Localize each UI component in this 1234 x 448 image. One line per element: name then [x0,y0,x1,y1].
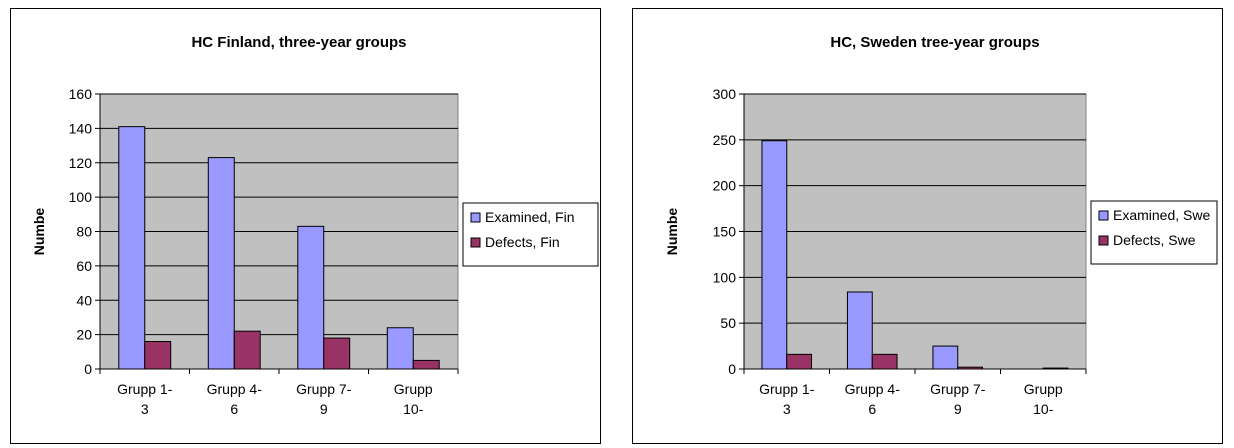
chart-sweden-svg: HC, Sweden tree-year groups 0 50 100 150 200 2… [664,34,1218,417]
legend-label: Defects, Fin [485,234,560,250]
y-tick-label: 140 [69,120,93,136]
legend-swatch [470,237,481,248]
x-tick-label: Grupp 7- [930,381,986,397]
bar-examined-swecat-1 [846,291,873,370]
y-tick-label: 80 [76,224,92,240]
y-tick-label: 60 [76,258,92,274]
y-tick-label: 250 [713,132,737,148]
x-tick-label: 6 [230,401,238,417]
legend [462,202,599,267]
bar-examined-fincat-0 [118,126,146,370]
y-tick-label: 160 [69,86,93,102]
bar-defects-swecat-1 [871,353,898,370]
x-tick-label: Grupp [1024,381,1063,397]
y-tick-label: 40 [76,292,92,308]
bar-defects-fincat-0 [144,341,172,370]
y-axis-label: Numbe [31,208,47,256]
bar-defects-fincat-1 [233,330,261,370]
x-tick-label: 6 [868,401,876,417]
y-tick-label: 200 [713,178,737,194]
y-tick-label: 0 [728,361,736,377]
y-tick-label: 150 [713,224,737,240]
bar-examined-swecat-2 [932,345,959,370]
x-tick-label: 9 [320,401,328,417]
legend-swatch [470,212,481,223]
y-tick-label: 20 [76,327,92,343]
y-tick-label: 120 [69,155,93,171]
chart-finland: HC Finland, three-year groups 0 20 40 60 80 10… [10,8,601,444]
y-tick-label: 300 [713,86,737,102]
bar-examined-fincat-2 [297,225,325,370]
x-tick-label: Grupp 4- [207,381,263,397]
chart-finland-svg: HC Finland, three-year groups 0 20 40 60 80 10… [31,34,599,417]
x-tick-label: 3 [783,401,791,417]
y-axis-label: Numbe [664,208,680,256]
bar-examined-swecat-0 [761,140,788,370]
x-tick-label: 10- [1033,401,1054,417]
bar-defects-fincat-3 [412,359,440,370]
bar-defects-swecat-2 [957,366,984,370]
legend-swatch [1098,235,1109,246]
x-tick-label: Grupp 4- [845,381,901,397]
legend-swatch [1098,210,1109,221]
legend [1090,200,1218,265]
bar-defects-swecat-3 [1042,367,1069,370]
x-tick-label: 9 [954,401,962,417]
chart-title: HC, Sweden tree-year groups [830,34,1039,51]
legend-label: Examined, Swe [1113,207,1210,223]
y-tick-label: 50 [720,315,736,331]
chart-sweden: HC, Sweden tree-year groups 0 50 100 150 200 2… [632,8,1223,444]
x-tick-label: Grupp 1- [117,381,173,397]
x-tick-label: Grupp 7- [296,381,352,397]
x-tick-label: 10- [403,401,424,417]
chart-title: HC Finland, three-year groups [191,34,406,51]
bar-examined-fincat-3 [386,327,414,370]
y-tick-label: 100 [713,269,737,285]
x-tick-label: Grupp [394,381,433,397]
legend-label: Defects, Swe [1113,232,1196,248]
legend-label: Examined, Fin [485,209,574,225]
x-tick-label: 3 [141,401,149,417]
y-tick-label: 100 [69,189,93,205]
bar-defects-fincat-2 [323,337,351,370]
y-tick-label: 0 [84,361,92,377]
x-tick-label: Grupp 1- [759,381,815,397]
bar-defects-swecat-0 [786,353,813,370]
bar-examined-fincat-1 [207,157,235,370]
